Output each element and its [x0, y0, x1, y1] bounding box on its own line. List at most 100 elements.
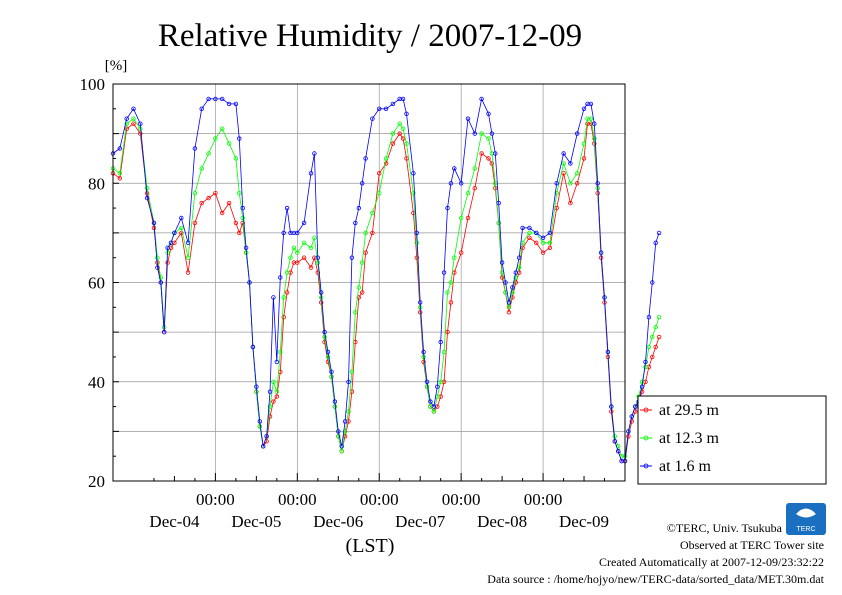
data-point [418, 300, 423, 305]
data-point [605, 349, 611, 355]
data-point [124, 116, 129, 121]
y-tick-label: 40 [88, 373, 105, 392]
data-point [185, 240, 191, 245]
data-point [397, 131, 402, 136]
data-point [650, 280, 655, 285]
data-point [510, 285, 515, 290]
chart-title: Relative Humidity / 2007-12-09 [158, 18, 582, 54]
data-point [561, 151, 566, 156]
data-point [465, 215, 471, 221]
data-point [295, 250, 300, 255]
data-point [254, 384, 259, 389]
data-point [540, 235, 546, 240]
data-point [257, 424, 262, 429]
data-point [404, 111, 409, 116]
data-point [158, 280, 163, 285]
data-point [237, 190, 242, 196]
data-point [281, 230, 286, 236]
data-point [527, 230, 532, 236]
data-point [315, 255, 320, 260]
x-axis-label: (LST) [346, 535, 395, 557]
data-point [575, 131, 580, 136]
data-point [206, 151, 211, 156]
logo-background [786, 503, 826, 535]
data-point [435, 384, 440, 389]
legend: at 29.5 m at 12.3 m at 1.6 m [637, 395, 827, 485]
data-point [441, 349, 447, 355]
data-point [520, 225, 525, 231]
data-point [213, 190, 218, 196]
data-point [295, 260, 300, 265]
data-point [377, 106, 382, 111]
data-point [479, 151, 484, 156]
data-point [448, 181, 454, 186]
data-point [213, 136, 218, 141]
data-point [383, 106, 389, 111]
data-point [629, 419, 634, 424]
data-point [155, 255, 160, 260]
data-point [308, 245, 314, 250]
data-point [540, 240, 546, 245]
data-point [363, 230, 368, 236]
data-point [489, 131, 495, 136]
data-point [639, 384, 645, 389]
data-point [131, 121, 136, 126]
observed-text: Observed at TERC Tower site [679, 538, 824, 552]
data-point [199, 200, 204, 206]
data-point [377, 190, 382, 196]
series-2 [110, 96, 662, 464]
data-point [400, 126, 406, 131]
data-point [465, 190, 471, 196]
data-point [561, 161, 566, 166]
data-point [319, 290, 324, 295]
data-point [646, 315, 652, 320]
copyright-text: ©TERC, Univ. Tsukuba [666, 521, 782, 535]
data-point [653, 240, 658, 245]
data-point [520, 245, 525, 250]
data-point [240, 215, 245, 221]
data-point [486, 111, 491, 116]
data-point [656, 334, 662, 340]
data-point [117, 176, 122, 181]
data-point [554, 190, 559, 196]
data-point [616, 449, 621, 454]
data-point [353, 220, 358, 226]
y-axis: 20 40 60 80 100 [80, 75, 119, 491]
data-point [288, 255, 293, 260]
data-point [237, 136, 242, 141]
series-line [112, 118, 660, 457]
data-point [602, 295, 607, 300]
x-day-label: Dec-09 [559, 512, 609, 531]
data-point [278, 349, 283, 355]
data-point [199, 106, 204, 111]
data-point [370, 116, 375, 121]
data-point [414, 230, 419, 236]
y-tick-label: 80 [88, 174, 105, 193]
data-point [370, 230, 375, 236]
data-point [496, 220, 501, 226]
legend-label: at 1.6 m [659, 458, 712, 475]
data-point [527, 235, 532, 240]
data-point [172, 230, 177, 236]
data-point [360, 260, 365, 265]
data-point [206, 195, 211, 201]
data-point [219, 96, 225, 102]
data-point [155, 265, 160, 270]
data-point [452, 166, 457, 171]
data-point [363, 250, 368, 255]
data-point [646, 344, 652, 350]
data-point [404, 141, 409, 146]
data-point [158, 275, 163, 280]
data-point [448, 300, 454, 305]
data-point [414, 255, 419, 260]
data-point [534, 240, 539, 245]
data-point [506, 305, 512, 310]
data-point [185, 255, 191, 260]
data-point [219, 126, 225, 131]
data-point [329, 369, 334, 374]
data-point [257, 419, 262, 424]
data-point [291, 245, 297, 250]
data-point [517, 265, 522, 270]
data-point [595, 181, 600, 186]
data-point [438, 379, 443, 384]
